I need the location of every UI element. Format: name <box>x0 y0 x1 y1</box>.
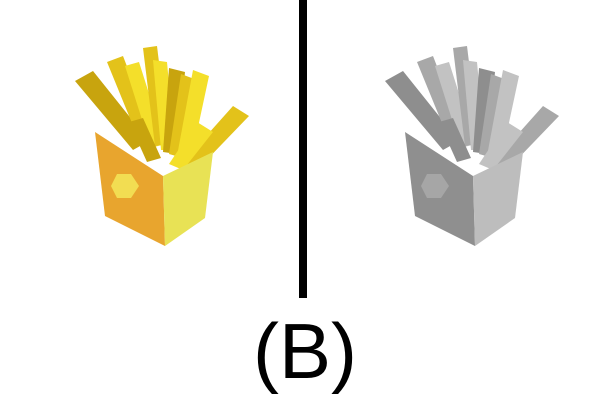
french-fries-icon <box>75 46 249 246</box>
fries-group <box>75 46 249 170</box>
color-fries-panel <box>65 36 275 261</box>
carton <box>405 132 523 246</box>
figure-caption: (B) <box>253 307 357 395</box>
grayscale-fries-panel <box>375 36 585 261</box>
fries-group <box>385 46 559 170</box>
vertical-divider <box>299 0 307 298</box>
french-fries-icon <box>385 46 559 246</box>
carton <box>95 132 213 246</box>
